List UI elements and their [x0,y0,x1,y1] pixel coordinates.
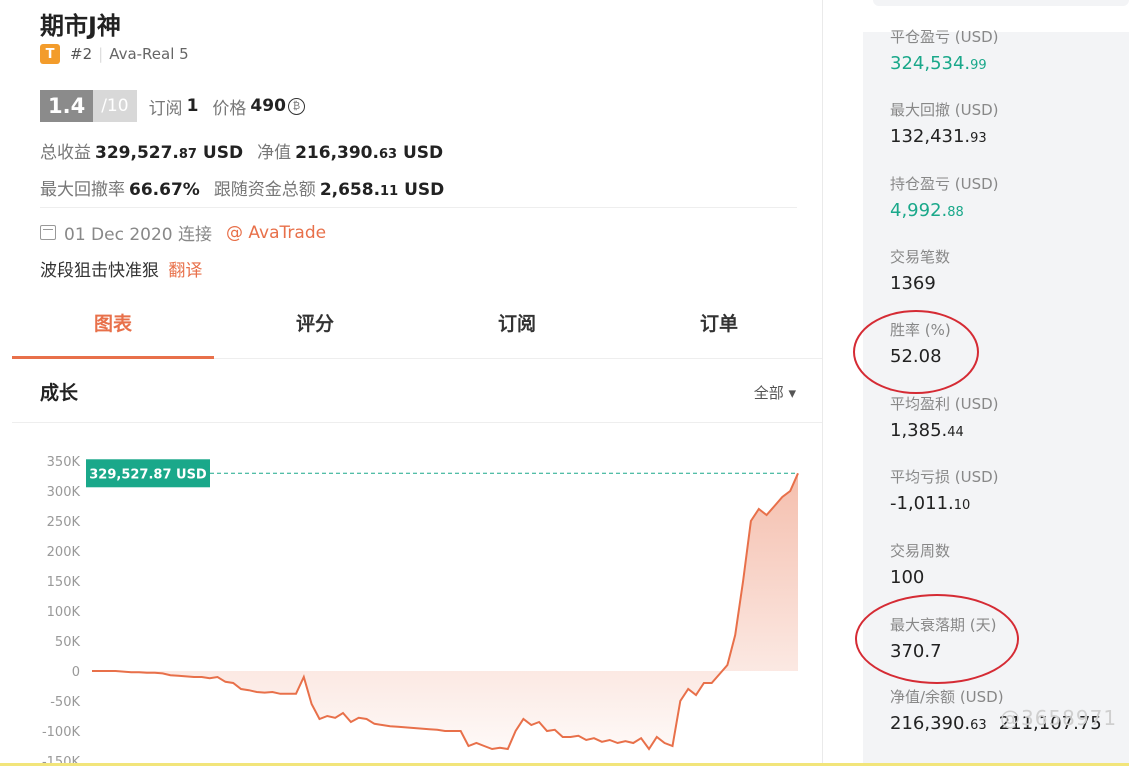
y-tick-label: -100K [42,725,81,740]
metric-item: 交易笔数 1369 [890,246,950,294]
annotation-circle-drawdown-period [855,594,1019,684]
y-tick-label: 0 [72,665,80,680]
date-row: 01 Dec 2020 连接 @ AvaTrade [40,220,326,245]
stats-row-1: 总收益 329,527.87 USD 净值 216,390.63 USD [40,138,457,163]
description-row: 波段狙击快准狠 翻译 [40,256,202,281]
description: 波段狙击快准狠 [40,261,159,281]
metric-item: 持仓盈亏 (USD) 4,992.88 [890,173,999,221]
y-tick-label: 50K [55,635,81,650]
metric-value: 100 [890,567,925,588]
metric-label: 平仓盈亏 (USD) [890,28,999,46]
section-title: 成长 [40,382,79,404]
drawdown-value: 66.67% [129,180,200,200]
connect-date: 01 Dec 2020 连接 [64,225,213,245]
metric-item: 平均亏损 (USD) -1,011.10 [890,466,999,514]
server-name: Ava-Real 5 [109,45,189,63]
equity-label: 净值 [257,143,292,163]
equity-value: 216,390.63 USD [295,143,444,163]
top-strip [873,0,1129,6]
y-tick-label: 300K [47,485,81,500]
drawdown-label: 最大回撤率 [40,180,125,200]
follow-value: 2,658.11 USD [319,180,445,200]
metric-label: 平均盈利 (USD) [890,395,999,413]
y-tick-label: 250K [47,515,81,530]
metric-label: 净值/余额 (USD) [890,688,1004,706]
metric-item: 平仓盈亏 (USD) 324,534.99 [890,26,999,74]
score-max: /10 [93,90,137,122]
series-area [92,473,798,749]
metric-extra: 211,107.75 [998,713,1102,734]
score-row: 1.4 /10 订阅 1 价格 490 ₿ [40,90,305,122]
subs-label: 订阅 [148,98,183,119]
metric-label: 交易笔数 [890,248,951,266]
y-tick-label: -50K [50,695,80,710]
coin-icon: ₿ [287,97,305,115]
follow-label: 跟随资金总额 [213,180,316,200]
subs-value: 1 [186,96,199,116]
metric-value: 216,390.63 211,107.75 [890,713,1102,734]
price-label: 价格 [212,98,247,119]
left-panel: 期市J神 T #2 | Ava-Real 5 1.4 /10 订阅 1 价格 4… [12,0,823,770]
current-value-badge [86,459,210,488]
rank: #2 [70,45,93,63]
metric-label: 交易周数 [890,542,951,560]
series-line [92,472,799,751]
current-value-label: 329,527.87 USD [89,467,207,482]
score-value: 1.4 [40,90,94,122]
rank-row: T #2 | Ava-Real 5 [40,44,189,64]
metric-item: 净值/余额 (USD) 216,390.63 211,107.75 [890,686,1102,734]
bottom-bar [0,763,1129,766]
tab-orders[interactable]: 订单 [699,313,738,335]
y-tick-label: 100K [47,605,81,620]
translate-link[interactable]: 翻译 [168,261,203,281]
metric-value: 324,534.99 [890,53,987,74]
metric-value: 132,431.93 [890,126,987,147]
tier-badge: T [40,44,60,64]
y-tick-label: 350K [47,455,81,470]
metric-label: 平均亏损 (USD) [890,468,999,486]
growth-chart: 350K 300K 250K 200K 150K 100K 50K 0 -50K -100K -15… [12,423,822,770]
tab-chart[interactable]: 图表 [12,298,214,359]
metric-value: 1,385.44 [890,420,964,441]
metric-value: 4,992.88 [890,200,964,221]
tab-rating[interactable]: 评分 [295,313,334,335]
metric-item: 交易周数 100 [890,540,950,588]
broker-link[interactable]: @ AvaTrade [226,222,327,243]
calendar-icon [40,225,56,240]
y-tick-label: 150K [47,575,81,590]
total-value: 329,527.87 USD [95,143,244,163]
stats-row-2: 最大回撤率 66.67% 跟随资金总额 2,658.11 USD [40,175,458,200]
metric-label: 持仓盈亏 (USD) [890,175,999,193]
watermark: @3658971 [1000,706,1118,730]
price-value: 490 [250,96,286,116]
metric-value: 1369 [890,273,936,294]
y-tick-label: 200K [47,545,81,560]
metric-value: -1,011.10 [890,493,971,514]
chart-header: 成长 全部 ▾ [12,358,822,423]
metric-label: 最大回撤 (USD) [890,101,999,119]
separator: | [98,45,104,63]
range-selector[interactable]: 全部 ▾ [753,384,796,402]
annotation-circle-winrate [853,310,979,394]
tab-bar: 图表 评分 订阅 订单 [12,298,822,359]
total-label: 总收益 [40,143,91,163]
tab-subscribe[interactable]: 订阅 [497,313,536,335]
growth-chart-svg: 350K300K250K200K150K100K50K0-50K-100K-15… [42,455,799,770]
metric-item: 最大回撤 (USD) 132,431.93 [890,99,999,147]
page-title: 期市J神 [40,12,121,40]
divider [40,207,797,208]
metric-item: 平均盈利 (USD) 1,385.44 [890,393,999,441]
